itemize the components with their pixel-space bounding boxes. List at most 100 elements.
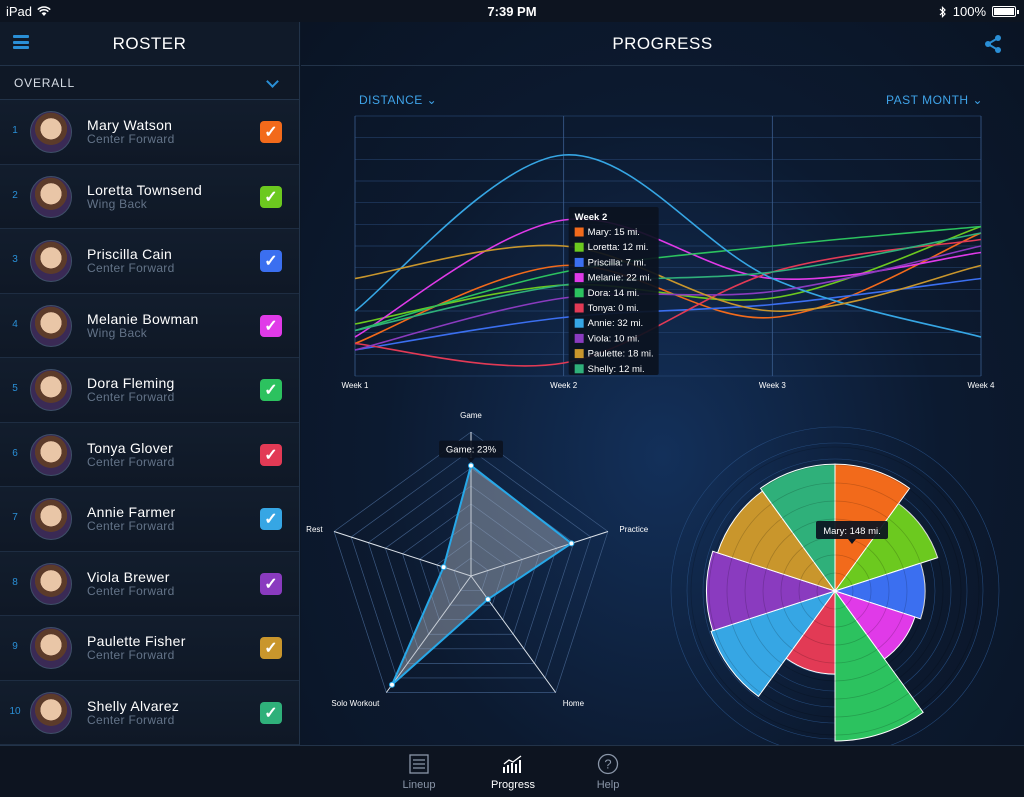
- player-row[interactable]: 2 Loretta Townsend Wing Back ✓: [0, 164, 299, 229]
- player-row[interactable]: 1 Mary Watson Center Forward ✓: [0, 100, 299, 165]
- checkbox-icon[interactable]: ✓: [260, 508, 282, 530]
- checkbox-icon[interactable]: ✓: [260, 637, 282, 659]
- player-position: Center Forward: [87, 583, 175, 598]
- player-row[interactable]: 7 Annie Farmer Center Forward ✓: [0, 487, 299, 552]
- checkbox-icon[interactable]: ✓: [260, 250, 282, 272]
- tooltip-item: Loretta: 12 mi.: [588, 242, 649, 253]
- roster-filter-dropdown[interactable]: OVERALL: [0, 66, 299, 100]
- polar-tooltip-text: Mary: 148 mi.: [823, 526, 881, 537]
- player-position: Center Forward: [87, 390, 175, 404]
- polar-slice-priscilla: [833, 562, 926, 620]
- tab-progress[interactable]: Progress: [473, 752, 553, 791]
- chevron-down-icon: ⌄: [972, 93, 983, 107]
- distance-polar-chart: Mary: 148 mi.: [670, 426, 1000, 745]
- status-time: 7:39 PM: [487, 4, 537, 19]
- player-name: Priscilla Cain: [87, 246, 173, 262]
- player-row[interactable]: 6 Tonya Glover Center Forward ✓: [0, 422, 299, 487]
- avatar: [30, 369, 72, 411]
- period-dropdown[interactable]: PAST MONTH ⌄: [886, 93, 983, 107]
- device-label: iPad: [6, 4, 33, 19]
- player-position: Center Forward: [87, 519, 175, 533]
- player-name: Mary Watson: [87, 117, 173, 133]
- avatar: [30, 240, 72, 282]
- share-icon[interactable]: [982, 33, 1004, 55]
- menu-icon[interactable]: [13, 35, 29, 49]
- tooltip-item: Shelly: 12 mi.: [588, 364, 645, 375]
- avatar: [30, 562, 72, 605]
- metric-dropdown[interactable]: DISTANCE ⌄: [359, 93, 437, 107]
- player-name: Shelly Alvarez: [87, 697, 180, 714]
- player-number: 2: [12, 189, 18, 201]
- polar-slice-paulette: [716, 490, 837, 592]
- series-line-dora: [354, 225, 982, 332]
- player-position: Center Forward: [87, 261, 175, 275]
- series-line-paulette: [354, 244, 982, 312]
- x-tick-label: Week 1: [342, 381, 370, 390]
- chevron-down-icon: [266, 75, 279, 88]
- polar-ring: [670, 426, 1000, 745]
- player-row[interactable]: 5 Dora Fleming Center Forward ✓: [0, 358, 299, 423]
- tooltip-item: Tonya: 0 mi.: [588, 303, 639, 314]
- player-row[interactable]: 4 Melanie Bowman Wing Back ✓: [0, 293, 299, 358]
- checkbox-icon[interactable]: ✓: [260, 314, 282, 337]
- wifi-icon: [37, 6, 51, 16]
- radar-ring: [419, 521, 523, 621]
- player-name: Paulette Fisher: [87, 633, 186, 649]
- series-line-shelly: [354, 232, 982, 332]
- checkbox-icon[interactable]: ✓: [260, 443, 282, 466]
- tooltip-swatch: [574, 288, 584, 298]
- tab-label: Help: [596, 779, 620, 791]
- avatar: [30, 111, 72, 153]
- player-row[interactable]: 8 Viola Brewer Center Forward ✓: [0, 551, 299, 616]
- polar-grid: [726, 482, 944, 700]
- player-list: 1 Mary Watson Center Forward ✓ 2 Loretta Town…: [0, 100, 299, 745]
- player-name: Viola Brewer: [87, 568, 170, 585]
- tab-help[interactable]: ? Help: [568, 752, 648, 791]
- radar-axis-label: Home: [563, 699, 585, 708]
- battery-icon: [992, 6, 1019, 17]
- avatar: [30, 175, 72, 218]
- player-number: 10: [9, 705, 21, 717]
- radar-point: [568, 540, 575, 547]
- tab-lineup[interactable]: Lineup: [379, 752, 459, 791]
- radar-axis-label: Solo Workout: [331, 699, 380, 708]
- filter-label: OVERALL: [14, 76, 75, 90]
- metric-label: DISTANCE: [359, 93, 423, 107]
- player-position: Wing Back: [87, 325, 148, 340]
- radar-axis: [333, 531, 472, 577]
- radar-axis: [470, 575, 557, 693]
- player-number: 4: [12, 318, 18, 330]
- player-row[interactable]: 10 Shelly Alvarez Center Forward ✓: [0, 680, 299, 745]
- polar-slice-dora: [834, 589, 924, 742]
- series-line-viola: [354, 245, 982, 351]
- player-position: Center Forward: [87, 132, 175, 146]
- bluetooth-icon: [939, 5, 946, 18]
- battery-percent: 100%: [952, 4, 986, 19]
- avatar: [30, 691, 72, 734]
- polar-grid: [816, 572, 854, 610]
- tooltip-item: Melanie: 22 mi.: [588, 273, 652, 284]
- checkbox-icon[interactable]: ✓: [260, 379, 282, 401]
- player-row[interactable]: 9 Paulette Fisher Center Forward ✓: [0, 616, 299, 681]
- player-position: Wing Back: [87, 196, 148, 211]
- checkbox-icon[interactable]: ✓: [260, 185, 282, 208]
- checkbox-icon[interactable]: ✓: [260, 121, 282, 143]
- checkbox-icon[interactable]: ✓: [260, 572, 282, 595]
- tab-label: Progress: [490, 779, 536, 791]
- tooltip-swatch: [574, 273, 584, 283]
- tab-bar: Lineup Progress ? Help: [0, 745, 1024, 797]
- polar-tooltip-caret: [848, 539, 856, 544]
- player-number: 5: [12, 383, 18, 394]
- polar-slice-annie: [710, 590, 837, 698]
- tooltip-box: [568, 207, 659, 375]
- checkbox-icon[interactable]: ✓: [260, 701, 282, 724]
- player-number: 3: [12, 254, 18, 265]
- radar-ring: [367, 467, 575, 664]
- tab-label: Lineup: [402, 779, 436, 791]
- player-name: Melanie Bowman: [87, 310, 199, 327]
- radar-area: [391, 463, 574, 686]
- series-line-priscilla: [354, 277, 982, 351]
- player-row[interactable]: 3 Priscilla Cain Center Forward ✓: [0, 229, 299, 294]
- player-position: Center Forward: [87, 454, 175, 469]
- radar-ring: [453, 557, 489, 591]
